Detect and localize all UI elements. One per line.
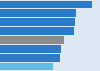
Bar xyxy=(0,36,64,44)
Bar xyxy=(0,0,92,8)
Bar xyxy=(0,63,53,70)
Bar xyxy=(0,27,74,35)
Bar xyxy=(0,54,60,62)
Bar xyxy=(0,9,76,17)
Bar xyxy=(0,45,61,53)
Bar xyxy=(0,18,75,26)
